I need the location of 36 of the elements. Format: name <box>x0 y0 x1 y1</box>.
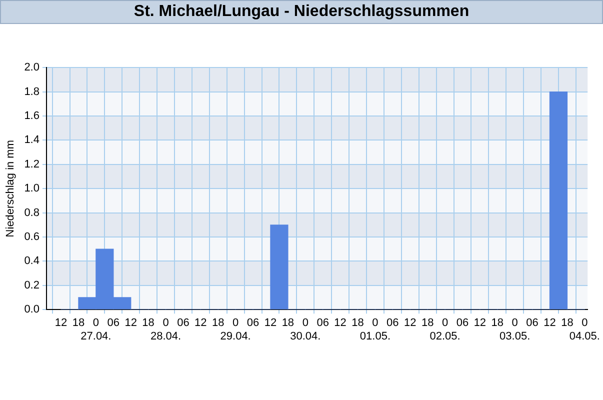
x-tick-label: 18 <box>212 317 224 330</box>
x-tick-label: 06 <box>386 317 399 330</box>
x-tick-label: 12 <box>474 317 486 330</box>
x-tick-label: 12 <box>544 317 556 330</box>
x-tick-label: 12 <box>54 317 68 330</box>
x-tick-label: 18 <box>561 317 574 330</box>
x-tick-label: 12 <box>124 317 137 330</box>
x-tick-label: 18 <box>352 317 364 330</box>
y-tick-label: 1.4 <box>24 134 40 146</box>
x-tick-label: 06 <box>456 317 469 330</box>
x-tick-label: 18 <box>72 317 85 330</box>
y-tick-label: 1.0 <box>24 182 40 195</box>
x-tick-label: 06 <box>246 317 260 330</box>
x-tick-label: 12 <box>404 317 416 330</box>
y-tick-label: 0.4 <box>24 255 40 268</box>
x-tick-label: 06 <box>316 317 329 330</box>
x-tick-label: 06 <box>107 317 120 330</box>
x-tick-label: 06 <box>177 317 190 330</box>
y-tick-label: 0.0 <box>24 304 40 316</box>
y-axis-title: Niederschlag in mm <box>4 140 17 238</box>
y-tick-label: 2.0 <box>24 62 40 74</box>
x-tick-label: 18 <box>491 317 504 330</box>
y-tick-label: 1.6 <box>24 110 40 122</box>
x-tick-label: 12 <box>194 317 207 330</box>
chart-title: St. Michael/Lungau - Niederschlagssummen <box>0 0 603 24</box>
x-tick-label: 18 <box>282 317 294 330</box>
y-tick-label: 0.6 <box>24 231 40 244</box>
x-tick-label: 18 <box>142 317 154 330</box>
y-tick-label: 0.8 <box>24 206 40 219</box>
x-tick-label: 18 <box>421 317 434 330</box>
x-tick-label: 06 <box>526 317 538 330</box>
y-tick-label: 1.8 <box>24 86 40 98</box>
x-tick-label: 12 <box>264 317 277 330</box>
x-tick-label: 12 <box>334 317 346 330</box>
y-tick-label: 1.2 <box>24 158 40 170</box>
y-tick-label: 0.2 <box>24 279 40 292</box>
